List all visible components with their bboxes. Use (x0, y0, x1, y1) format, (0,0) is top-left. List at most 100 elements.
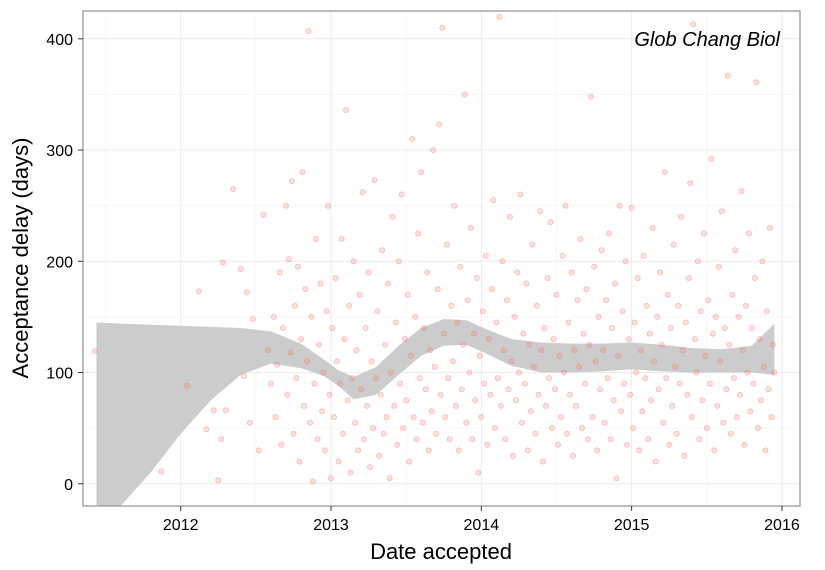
x-axis-title: Date accepted (370, 539, 512, 564)
plot-panel (83, 11, 800, 506)
scatter-point (329, 324, 336, 331)
scatter-point (290, 430, 297, 437)
scatter-point (718, 208, 725, 215)
scatter-point (646, 330, 653, 337)
scatter-point (380, 430, 387, 437)
scatter-point (272, 413, 279, 420)
scatter-point (496, 13, 503, 20)
scatter-point (490, 197, 497, 204)
scatter-point (287, 349, 294, 356)
scatter-point (535, 391, 542, 398)
scatter-point (291, 302, 298, 309)
scatter-point (765, 386, 772, 393)
scatter-point (443, 241, 450, 248)
scatter-point (759, 258, 766, 265)
scatter-point (321, 447, 328, 454)
scatter-point (260, 211, 267, 218)
scatter-point (356, 291, 363, 298)
scatter-point (521, 380, 528, 387)
scatter-point (400, 425, 407, 432)
x-tick-label: 2015 (614, 517, 650, 534)
scatter-point (640, 252, 647, 259)
scatter-point (661, 169, 668, 176)
scatter-point (311, 380, 318, 387)
scatter-point (604, 375, 611, 382)
scatter-point (549, 425, 556, 432)
scatter-point (362, 324, 369, 331)
scatter-point (278, 441, 285, 448)
scatter-point (255, 447, 262, 454)
scatter-point (343, 107, 350, 114)
scatter-point (691, 336, 698, 343)
scatter-point (463, 419, 470, 426)
x-tick-label: 2013 (313, 517, 349, 534)
scatter-point (314, 436, 321, 443)
x-tick-label: 2012 (163, 517, 199, 534)
scatter-point (404, 291, 411, 298)
scatter-point (365, 269, 372, 276)
scatter-point (413, 436, 420, 443)
scatter-point (739, 347, 746, 354)
scatter-point (466, 369, 473, 376)
scatter-point (317, 280, 324, 287)
scatter-point (382, 341, 389, 348)
scatter-point (714, 402, 721, 409)
scatter-point (336, 380, 343, 387)
y-tick-label: 300 (46, 143, 73, 160)
scatter-point (470, 330, 477, 337)
scatter-point (538, 347, 545, 354)
scatter-point (600, 347, 607, 354)
scatter-point (288, 178, 295, 185)
scatter-point (452, 402, 459, 409)
scatter-point (376, 452, 383, 459)
scatter-point (546, 375, 553, 382)
scatter-point (92, 348, 99, 355)
scatter-point (757, 397, 764, 404)
scatter-point (771, 369, 778, 376)
scatter-point (430, 146, 437, 153)
scatter-point (230, 185, 237, 192)
scatter-point (705, 297, 712, 304)
scatter-point (733, 413, 740, 420)
scatter-point (222, 407, 229, 414)
scatter-point (305, 27, 312, 34)
scatter-point (564, 430, 571, 437)
scatter-point (512, 397, 519, 404)
scatter-point (401, 336, 408, 343)
scatter-point (284, 391, 291, 398)
scatter-point (583, 286, 590, 293)
scatter-point (397, 380, 404, 387)
scatter-point (717, 358, 724, 365)
scatter-point (769, 341, 776, 348)
scatter-point (335, 458, 342, 465)
scatter-point (511, 313, 518, 320)
scatter-point (648, 397, 655, 404)
scatter-point (347, 469, 354, 476)
scatter-point (398, 191, 405, 198)
scatter-point (503, 297, 510, 304)
scatter-point (454, 319, 461, 326)
scatter-point (442, 413, 449, 420)
scatter-point (679, 347, 686, 354)
scatter-point (478, 413, 485, 420)
scatter-point (588, 93, 595, 100)
scatter-point (395, 258, 402, 265)
scatter-point (436, 121, 443, 128)
scatter-point (760, 363, 767, 370)
scatter-point (709, 330, 716, 337)
scatter-point (606, 230, 613, 237)
scatter-point (320, 369, 327, 376)
scatter-point (338, 235, 345, 242)
scatter-points (92, 13, 778, 485)
scatter-point (732, 247, 739, 254)
scatter-point (364, 402, 371, 409)
scatter-point (392, 319, 399, 326)
scatter-point (385, 280, 392, 287)
scatter-point (594, 447, 601, 454)
scatter-point (158, 468, 165, 475)
scatter-point (350, 258, 357, 265)
scatter-point (756, 336, 763, 343)
scatter-point (529, 241, 536, 248)
scatter-point (505, 386, 512, 393)
